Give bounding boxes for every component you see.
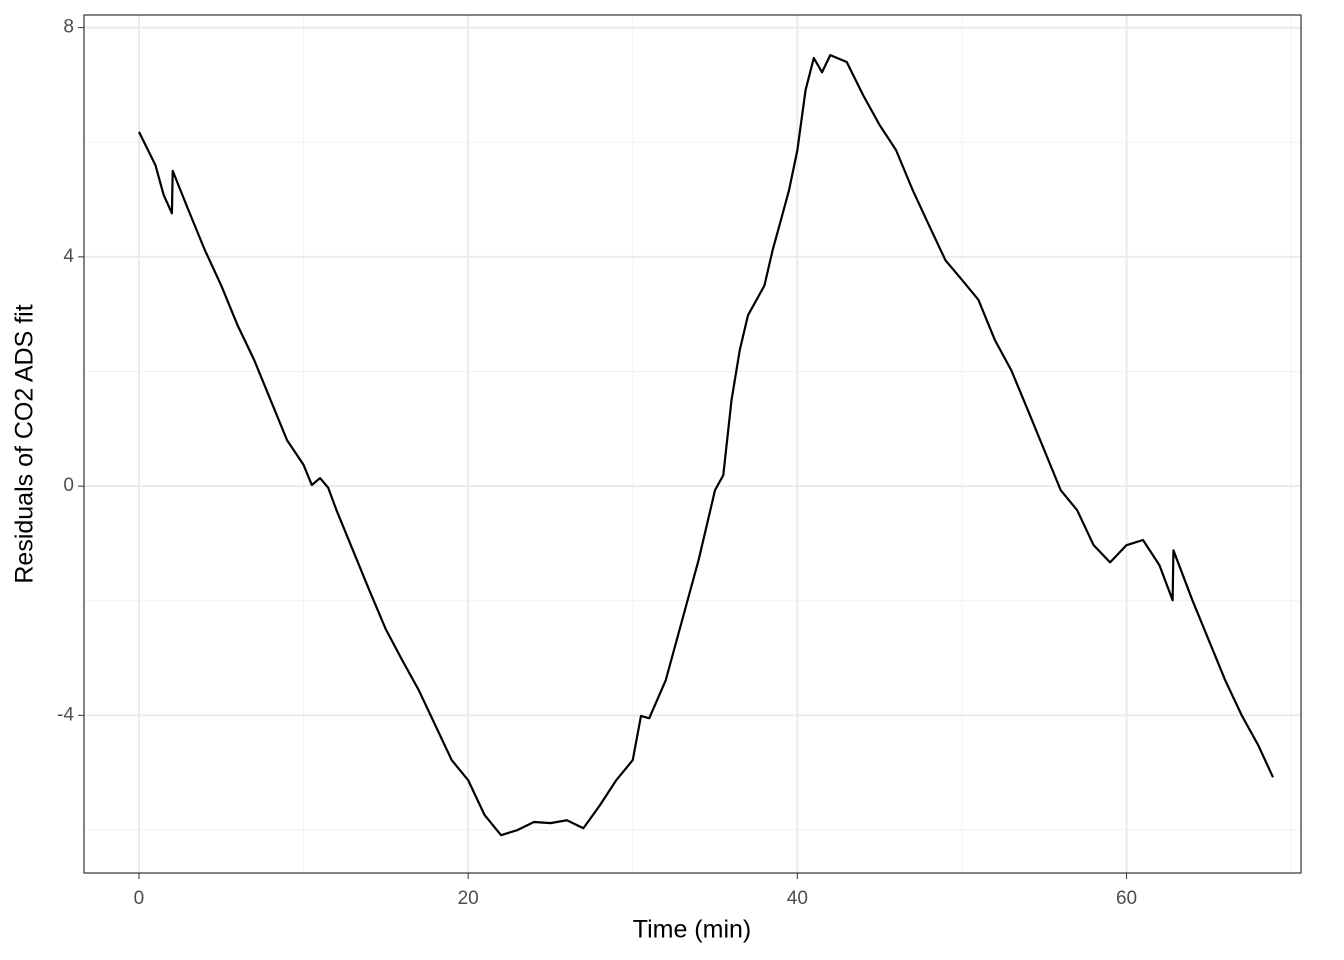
plot-background [84,15,1301,873]
panel-border [83,14,1302,874]
y-tick-label: 8 [63,17,74,38]
x-axis-title: Time (min) [633,916,752,944]
y-tick-label: 4 [63,246,74,267]
x-tick-label: 40 [787,888,808,909]
y-tick-label: -4 [57,704,74,725]
x-tick-label: 60 [1116,888,1137,909]
y-tick-label: 0 [63,475,74,496]
x-tick-label: 0 [134,888,145,909]
x-tick-label: 20 [458,888,479,909]
data-line [137,54,1275,837]
y-axis-title: Residuals of CO2 ADS fit [11,304,39,583]
